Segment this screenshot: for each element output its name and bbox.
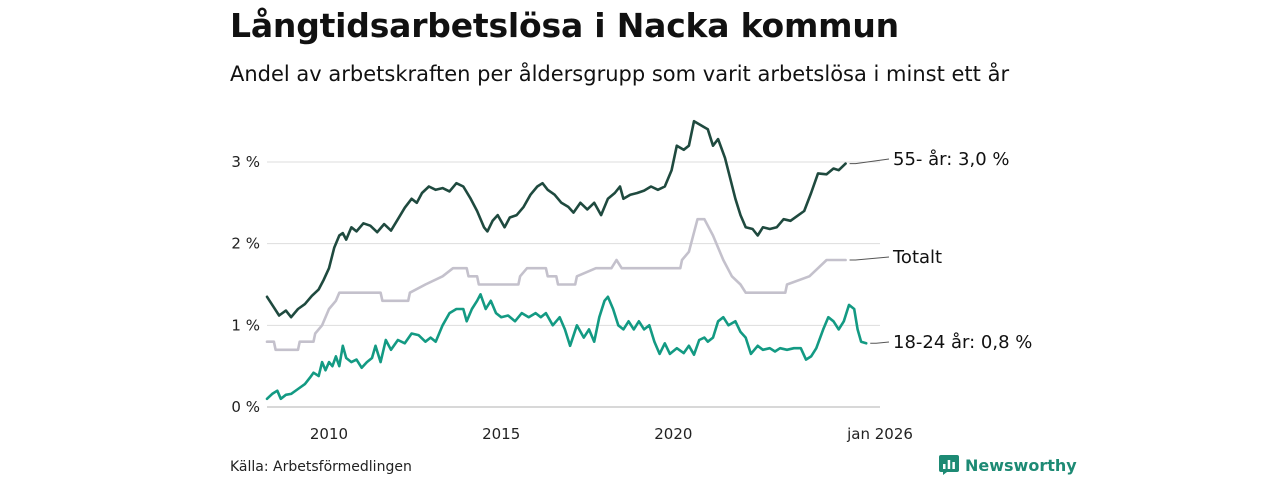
series-line-55-r[interactable] bbox=[265, 119, 847, 319]
series-line-18-24-r[interactable] bbox=[265, 293, 868, 401]
source-note: Källa: Arbetsförmedlingen bbox=[230, 459, 412, 475]
brand-logo[interactable]: Newsworthy bbox=[939, 455, 1077, 475]
chart-title: Långtidsarbetslösa i Nacka kommun bbox=[230, 6, 899, 45]
x-tick-label: 2010 bbox=[310, 425, 348, 443]
y-tick-label: 2 % bbox=[231, 235, 260, 253]
x-tick-label: 2015 bbox=[482, 425, 520, 443]
y-tick-label: 3 % bbox=[231, 153, 260, 171]
x-tick-label: jan 2026 bbox=[846, 425, 913, 443]
series-end-label: Totalt bbox=[892, 247, 942, 268]
series-end-label: 18-24 år: 0,8 % bbox=[893, 332, 1032, 353]
series-end-label: 55- år: 3,0 % bbox=[893, 149, 1009, 170]
chart-subtitle: Andel av arbetskraften per åldersgrupp s… bbox=[230, 62, 1010, 86]
brand-name: Newsworthy bbox=[965, 455, 1077, 475]
y-tick-label: 1 % bbox=[231, 316, 260, 334]
label-leader-line bbox=[870, 341, 890, 344]
label-leader-line bbox=[849, 158, 890, 165]
x-tick-label: 2020 bbox=[654, 425, 692, 443]
newsworthy-logo-icon bbox=[939, 455, 959, 475]
label-leader-line bbox=[849, 256, 890, 261]
series-line-totalt[interactable] bbox=[265, 217, 847, 352]
y-tick-label: 0 % bbox=[231, 398, 260, 416]
